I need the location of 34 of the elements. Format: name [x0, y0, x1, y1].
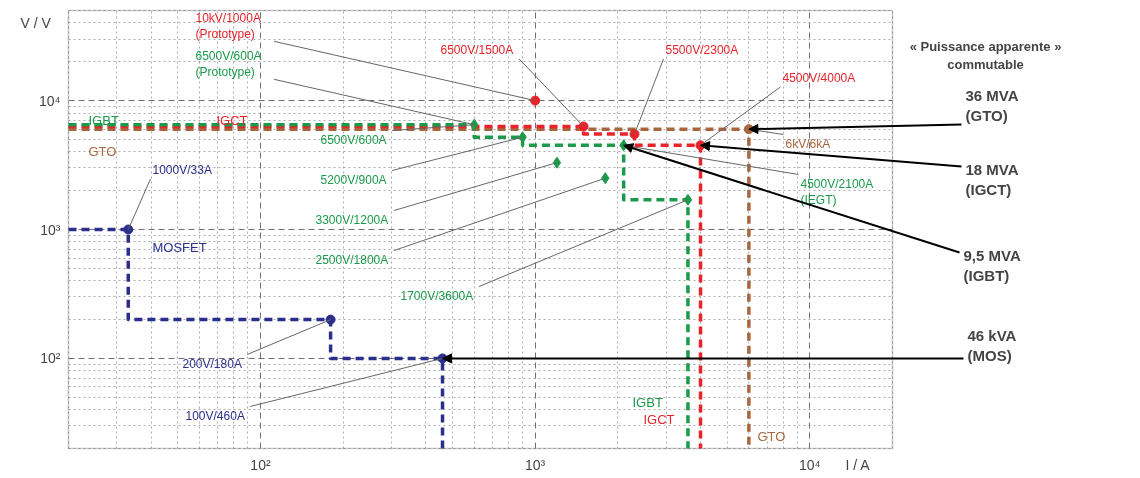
text: « Puissance apparente » commutable [909, 38, 1062, 72]
y-axis-title: V / V [20, 14, 52, 31]
y-tick-label: 10² [40, 350, 61, 367]
annotation: 3300V/1200A [315, 212, 389, 227]
annotation: 10kV/1000A (Prototype) [195, 10, 261, 42]
series-label: MOSFET [152, 239, 207, 255]
annotation: 9,5 MVA (IGBT) [963, 246, 1021, 284]
x-axis-title: I / A [845, 456, 871, 473]
x-tick-label: 10³ [525, 456, 546, 473]
annotation: 1000V/33A [152, 162, 212, 177]
x-tick-label: 10² [250, 456, 271, 473]
annotation: 200V/180A [182, 356, 242, 371]
annotation: 18 MVA (IGCT) [965, 160, 1019, 198]
annotation: 6kV/6kA [785, 136, 831, 151]
series-label: GTO [757, 428, 786, 444]
annotation: 46 kVA (MOS) [967, 326, 1017, 364]
annotation: 100V/460A [185, 408, 245, 423]
annotation: 1700V/3600A [400, 288, 474, 303]
annotation: 5500V/2300A [665, 42, 739, 57]
annotation: 36 MVA (GTO) [965, 86, 1019, 124]
series-label: IGCT [216, 112, 248, 128]
y-tick-label: 10⁴ [38, 92, 61, 109]
y-tick-label: 10³ [40, 221, 61, 238]
annotation: 4500V/4000A [782, 70, 856, 85]
annotation: 6500V/1500A [440, 42, 514, 57]
annotation: 2500V/1800A [315, 252, 389, 267]
x-tick-label: 10⁴ [799, 456, 821, 473]
annotation: 6500V/600A (Prototype) [195, 48, 262, 80]
annotation: 6500V/600A [320, 132, 387, 147]
annotation: 4500V/2100A (IEGT) [800, 176, 874, 208]
text: IGBT [632, 394, 663, 410]
annotation: 5200V/900A [320, 172, 387, 187]
text: IGCT [643, 411, 675, 427]
text: GTO [88, 143, 117, 159]
